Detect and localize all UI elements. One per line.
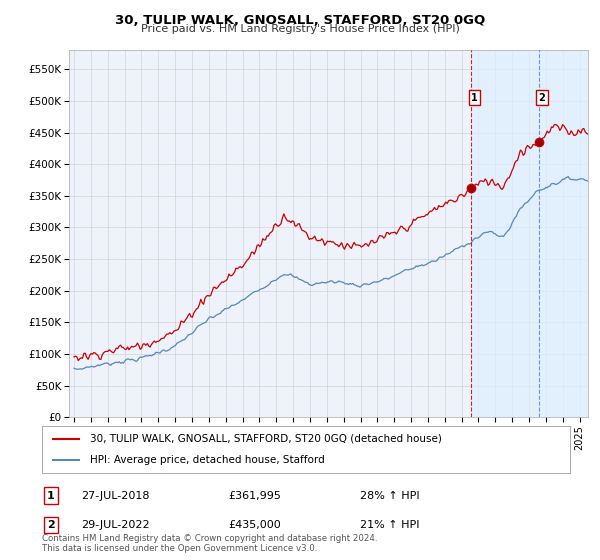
Text: 27-JUL-2018: 27-JUL-2018 [81, 491, 149, 501]
Text: 30, TULIP WALK, GNOSALL, STAFFORD, ST20 0GQ (detached house): 30, TULIP WALK, GNOSALL, STAFFORD, ST20 … [89, 434, 442, 444]
Text: 1: 1 [47, 491, 55, 501]
Text: 28% ↑ HPI: 28% ↑ HPI [360, 491, 419, 501]
Text: 1: 1 [471, 93, 478, 103]
Text: Price paid vs. HM Land Registry's House Price Index (HPI): Price paid vs. HM Land Registry's House … [140, 24, 460, 34]
Text: 29-JUL-2022: 29-JUL-2022 [81, 520, 149, 530]
Text: 2: 2 [47, 520, 55, 530]
Text: £361,995: £361,995 [228, 491, 281, 501]
Text: HPI: Average price, detached house, Stafford: HPI: Average price, detached house, Staf… [89, 455, 324, 465]
Bar [471, 50, 588, 417]
Text: 21% ↑ HPI: 21% ↑ HPI [360, 520, 419, 530]
Text: Contains HM Land Registry data © Crown copyright and database right 2024.
This d: Contains HM Land Registry data © Crown c… [42, 534, 377, 553]
Text: 2: 2 [539, 93, 545, 103]
Text: £435,000: £435,000 [228, 520, 281, 530]
Text: 30, TULIP WALK, GNOSALL, STAFFORD, ST20 0GQ: 30, TULIP WALK, GNOSALL, STAFFORD, ST20 … [115, 14, 485, 27]
